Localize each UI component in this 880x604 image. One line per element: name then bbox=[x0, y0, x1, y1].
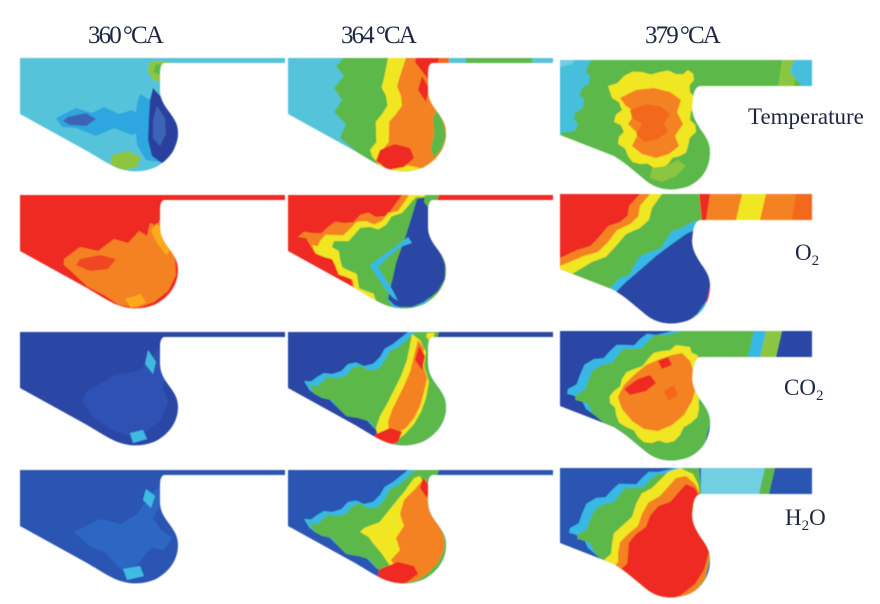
svg-text:379 °CA: 379 °CA bbox=[645, 22, 721, 49]
svg-text:O2: O2 bbox=[795, 240, 819, 269]
svg-text:H2O: H2O bbox=[785, 505, 826, 534]
svg-text:364 °CA: 364 °CA bbox=[341, 22, 417, 49]
svg-text:360 °CA: 360 °CA bbox=[88, 22, 164, 49]
svg-text:Temperature: Temperature bbox=[748, 104, 864, 129]
svg-text:CO2: CO2 bbox=[784, 375, 823, 404]
